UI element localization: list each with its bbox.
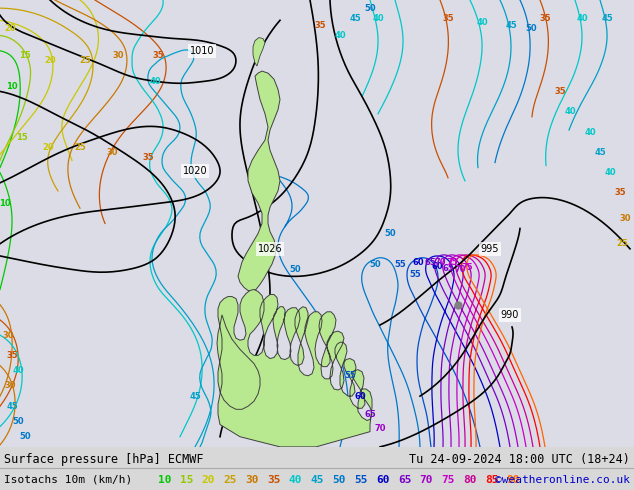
- Text: 35: 35: [539, 14, 551, 23]
- Text: 55: 55: [394, 260, 406, 269]
- Text: 35: 35: [554, 87, 566, 96]
- Text: 60: 60: [412, 258, 424, 267]
- Text: 40: 40: [334, 31, 346, 40]
- Text: 75: 75: [441, 475, 455, 485]
- Text: 50: 50: [384, 229, 396, 238]
- Text: 55: 55: [409, 270, 421, 279]
- Text: 45: 45: [311, 475, 324, 485]
- Text: 50: 50: [364, 3, 376, 13]
- Text: 40: 40: [149, 77, 161, 86]
- Text: 15: 15: [180, 475, 193, 485]
- Text: 30: 30: [3, 331, 14, 340]
- Text: 55: 55: [354, 475, 368, 485]
- Text: 30: 30: [245, 475, 259, 485]
- Text: 45: 45: [505, 21, 517, 30]
- Text: 25: 25: [223, 475, 237, 485]
- Text: 15: 15: [19, 51, 31, 60]
- Text: 70: 70: [420, 475, 433, 485]
- Text: 40: 40: [584, 127, 596, 137]
- Text: 35: 35: [614, 189, 626, 197]
- Text: 30: 30: [619, 214, 631, 223]
- Text: 70: 70: [434, 258, 446, 267]
- Text: 20: 20: [44, 56, 56, 66]
- Text: 40: 40: [576, 14, 588, 23]
- Text: 25: 25: [74, 143, 86, 152]
- Text: 35: 35: [152, 51, 164, 60]
- Polygon shape: [238, 71, 280, 292]
- Text: 35: 35: [6, 351, 18, 360]
- Text: 40: 40: [604, 168, 616, 177]
- Text: ©weatheronline.co.uk: ©weatheronline.co.uk: [495, 475, 630, 485]
- Text: 70: 70: [454, 265, 466, 273]
- Polygon shape: [253, 38, 265, 66]
- Text: 40: 40: [476, 18, 488, 27]
- Text: 30: 30: [4, 381, 16, 391]
- Text: 35: 35: [314, 21, 326, 30]
- Text: 85: 85: [485, 475, 498, 485]
- Text: 80: 80: [463, 475, 477, 485]
- Text: 50: 50: [332, 475, 346, 485]
- Text: 50: 50: [525, 24, 537, 33]
- Text: 1010: 1010: [190, 46, 214, 56]
- Text: 45: 45: [189, 392, 201, 401]
- Text: 75: 75: [461, 263, 473, 271]
- Text: 45: 45: [594, 148, 606, 157]
- Text: 90: 90: [507, 475, 521, 485]
- Text: 50: 50: [12, 417, 24, 426]
- Text: 15: 15: [16, 133, 28, 142]
- Text: 1026: 1026: [257, 244, 282, 254]
- Text: 70: 70: [374, 424, 385, 433]
- Text: 65: 65: [364, 410, 376, 419]
- Text: 1020: 1020: [183, 166, 207, 175]
- Text: 990: 990: [501, 310, 519, 320]
- Text: 40: 40: [372, 14, 384, 23]
- Text: 50: 50: [289, 265, 301, 273]
- Text: 40: 40: [12, 366, 24, 375]
- Text: 35: 35: [442, 14, 454, 23]
- Text: Surface pressure [hPa] ECMWF: Surface pressure [hPa] ECMWF: [4, 453, 204, 466]
- Text: Isotachs 10m (km/h): Isotachs 10m (km/h): [4, 475, 133, 485]
- Text: 45: 45: [6, 402, 18, 411]
- Text: 995: 995: [481, 244, 499, 254]
- Text: 65: 65: [424, 258, 436, 267]
- Text: 20: 20: [4, 24, 16, 33]
- Text: 60: 60: [376, 475, 389, 485]
- Text: 35: 35: [267, 475, 280, 485]
- Text: 50: 50: [369, 260, 381, 269]
- Text: 10: 10: [0, 198, 11, 208]
- Text: Tu 24-09-2024 18:00 UTC (18+24): Tu 24-09-2024 18:00 UTC (18+24): [409, 453, 630, 466]
- Text: 50: 50: [19, 432, 31, 441]
- Text: 30: 30: [112, 51, 124, 60]
- Text: 60: 60: [354, 392, 366, 401]
- Text: 10: 10: [6, 82, 18, 91]
- Text: 45: 45: [601, 14, 613, 23]
- Text: 40: 40: [289, 475, 302, 485]
- Text: 30: 30: [107, 148, 118, 157]
- Text: 75: 75: [446, 258, 458, 267]
- Text: 65: 65: [442, 264, 454, 272]
- Text: 25: 25: [79, 56, 91, 66]
- Text: 35: 35: [142, 153, 154, 162]
- Text: 55: 55: [344, 371, 356, 380]
- Text: 10: 10: [158, 475, 172, 485]
- Text: 25: 25: [616, 239, 628, 248]
- Text: 60: 60: [431, 262, 443, 270]
- Polygon shape: [217, 290, 372, 447]
- Text: 65: 65: [398, 475, 411, 485]
- Text: 20: 20: [202, 475, 215, 485]
- Text: 45: 45: [349, 14, 361, 23]
- Text: 40: 40: [564, 107, 576, 116]
- Text: 20: 20: [42, 143, 54, 152]
